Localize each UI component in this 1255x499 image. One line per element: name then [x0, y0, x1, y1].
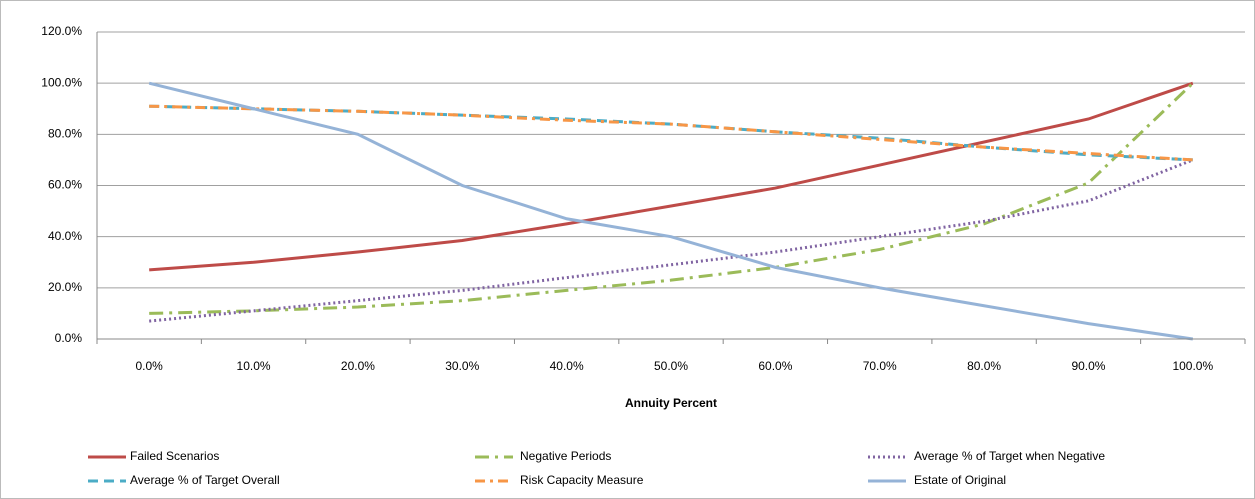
series-line [149, 81, 1194, 272]
x-tick-label: 40.0% [550, 359, 584, 373]
x-tick-label: 60.0% [758, 359, 792, 373]
y-tick-label: 80.0% [48, 127, 82, 141]
y-tick-label: 20.0% [48, 280, 82, 294]
x-tick-label: 0.0% [136, 359, 164, 373]
series-line [148, 81, 1194, 341]
x-tick-label: 10.0% [237, 359, 271, 373]
series-line [149, 82, 1194, 315]
x-tick-label: 70.0% [863, 359, 897, 373]
legend-label: Negative Periods [520, 449, 611, 463]
legend-label: Failed Scenarios [130, 449, 219, 463]
x-axis-title: Annuity Percent [625, 396, 717, 410]
series-line [149, 104, 1193, 162]
y-tick-label: 120.0% [41, 24, 82, 38]
series-line [149, 158, 1194, 323]
y-tick-label: 0.0% [55, 331, 83, 345]
x-tick-label: 90.0% [1071, 359, 1105, 373]
x-tick-label: 20.0% [341, 359, 375, 373]
legend-label: Estate of Original [914, 473, 1006, 487]
legend-label: Average % of Target when Negative [914, 449, 1105, 463]
legend-label: Average % of Target Overall [130, 473, 280, 487]
x-tick-label: 30.0% [445, 359, 479, 373]
y-tick-label: 100.0% [41, 75, 82, 89]
x-tick-label: 100.0% [1172, 359, 1213, 373]
x-tick-label: 50.0% [654, 359, 688, 373]
x-tick-label: 80.0% [967, 359, 1001, 373]
y-tick-label: 60.0% [48, 178, 82, 192]
y-tick-label: 40.0% [48, 229, 82, 243]
legend-label: Risk Capacity Measure [520, 473, 644, 487]
series-line [149, 104, 1193, 162]
